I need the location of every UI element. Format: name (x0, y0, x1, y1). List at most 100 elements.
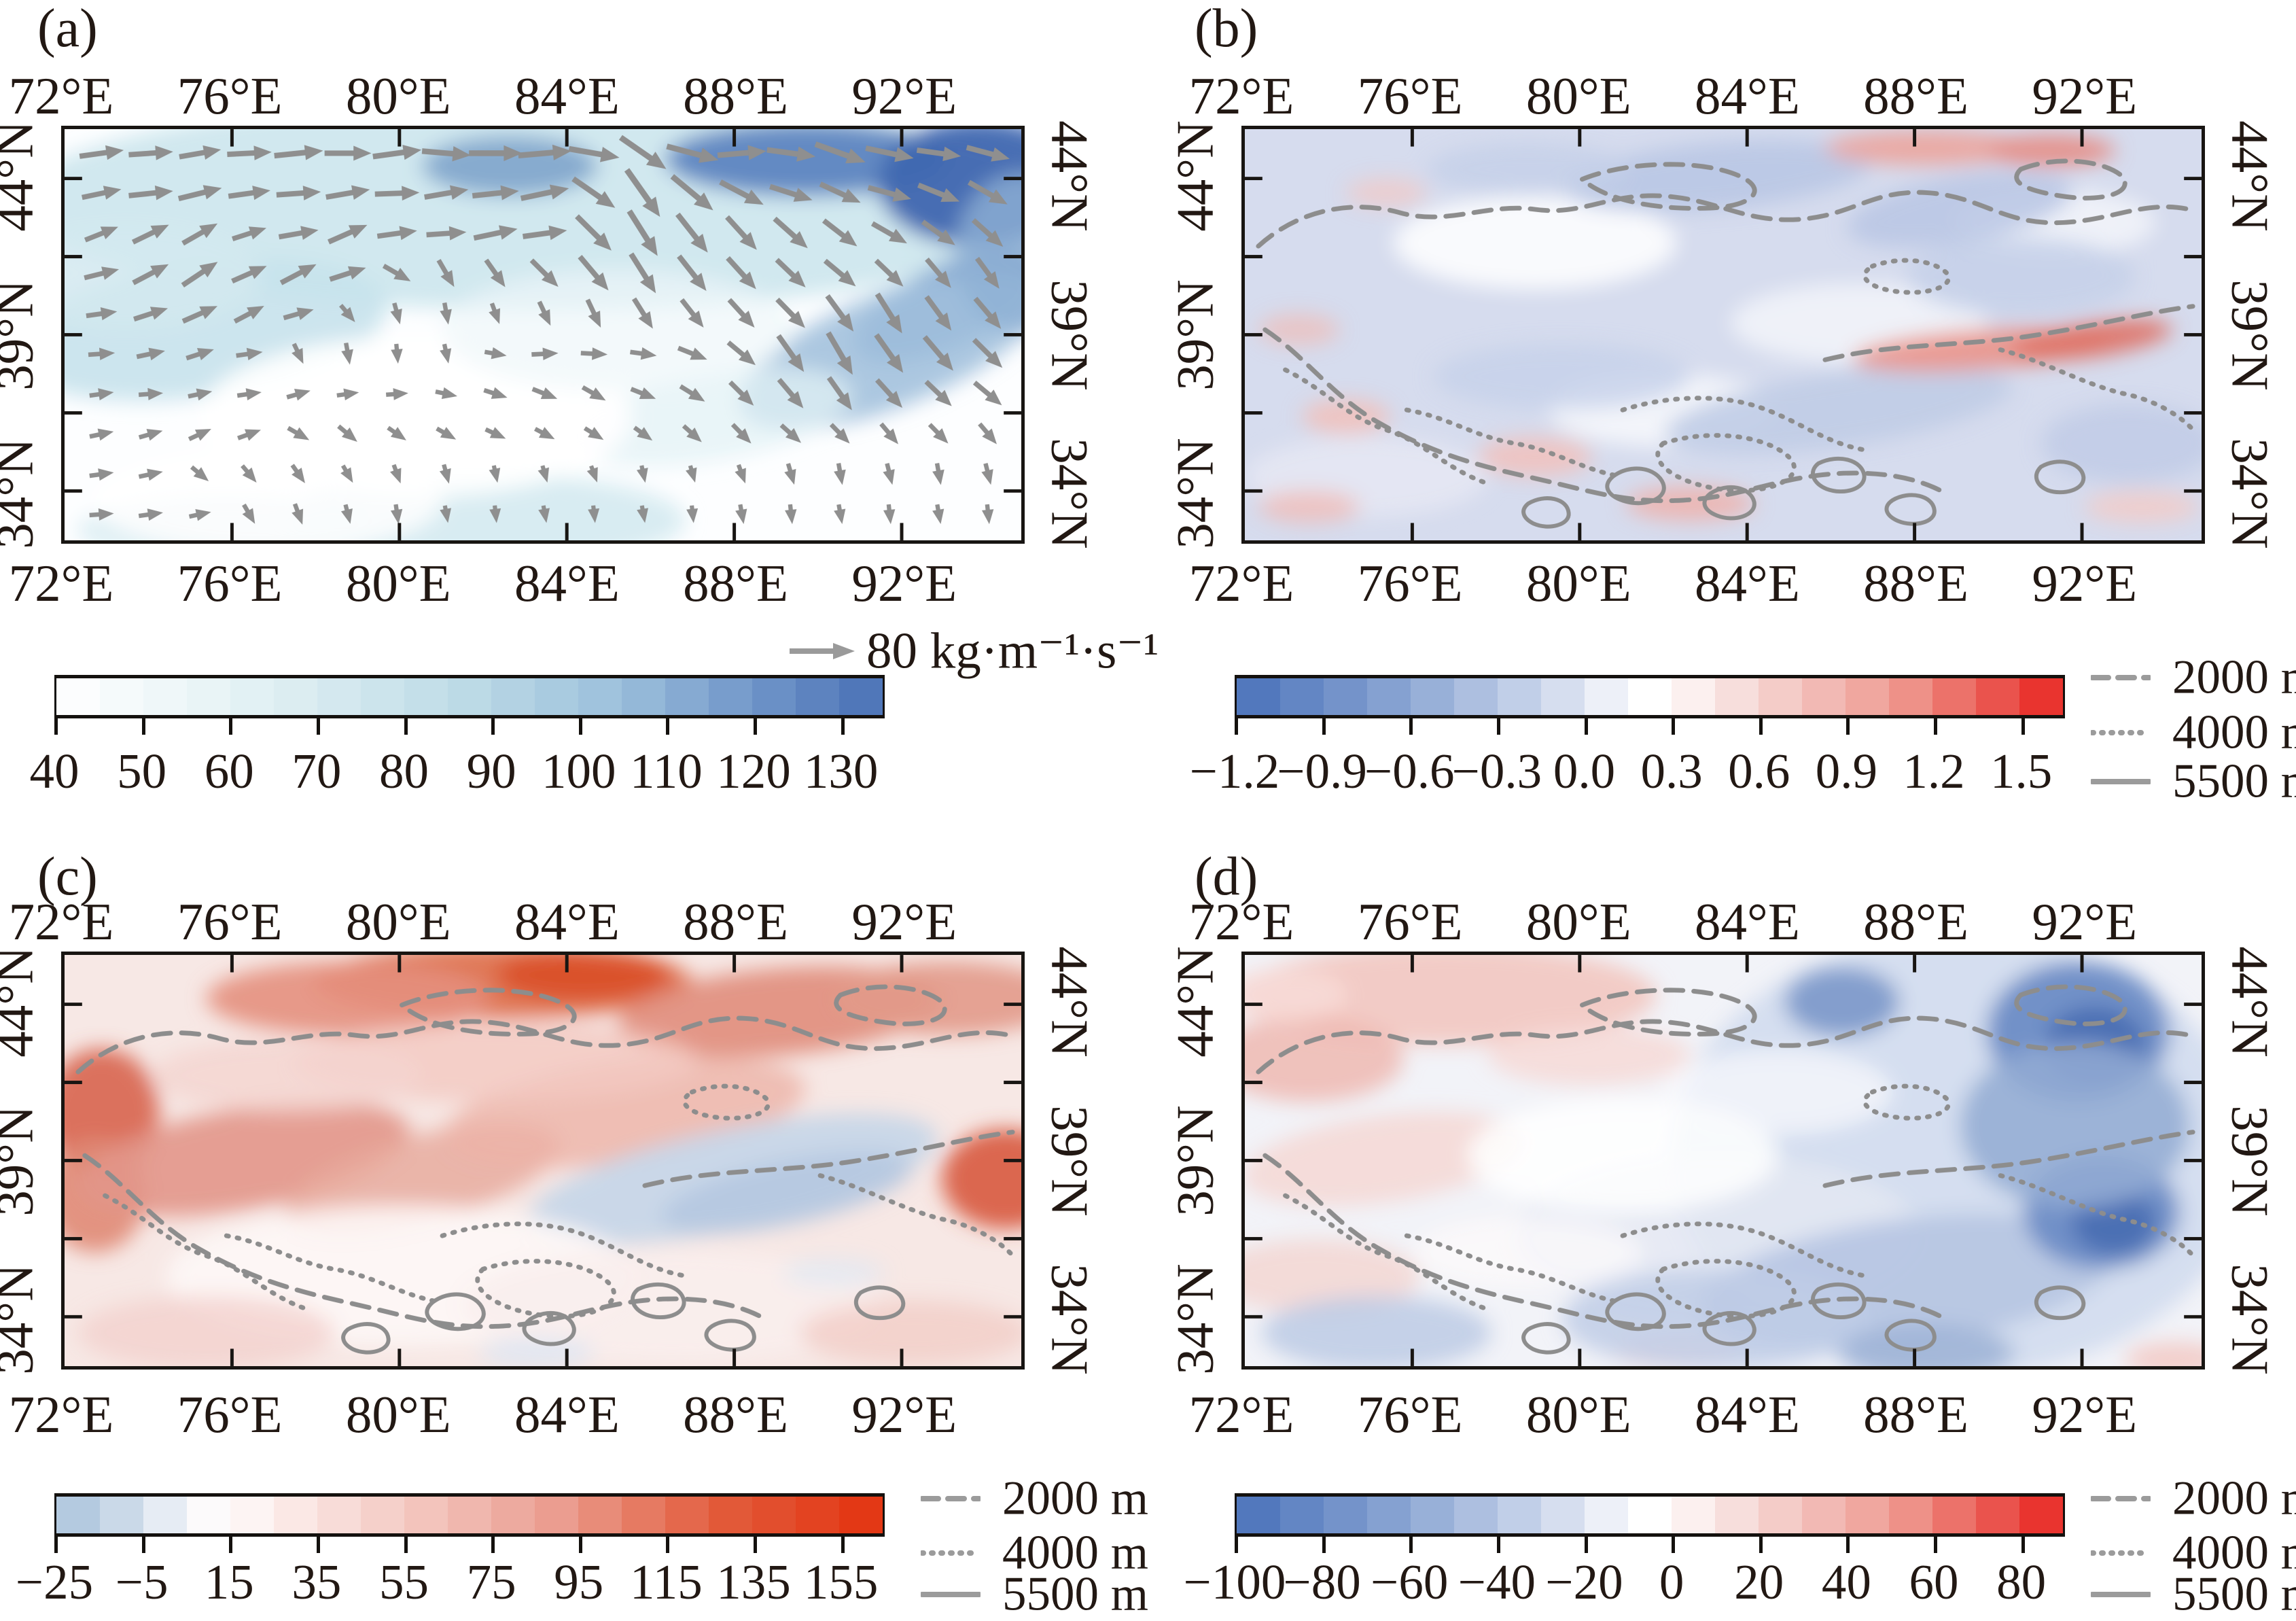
colorbar-segment (448, 678, 491, 715)
colorbar-tick-label: 80 (379, 744, 429, 799)
colorbar-tick-label: 135 (716, 1554, 791, 1609)
colorbar-segment (1976, 1497, 2019, 1533)
c2000-contour (2014, 984, 2127, 1026)
map-canvas-d (1245, 955, 2202, 1366)
lon-label-top-a: 80°E (345, 67, 451, 125)
colorbar-tick-label: 40 (1821, 1554, 1871, 1609)
lat-label-right-d: 34°N (2221, 1263, 2280, 1375)
c2000-contour (1256, 190, 2192, 249)
map-a (61, 126, 1025, 544)
colorbar-tickmark (1322, 1537, 1326, 1553)
lon-label-bottom-a: 88°E (683, 554, 789, 612)
contour-legend-label: 5500 m (2172, 754, 2296, 808)
colorbar-tick-label: 155 (803, 1554, 879, 1609)
c5500-contour (1521, 1322, 1571, 1355)
colorbar-segment (448, 1497, 491, 1533)
lon-label-top-d: 80°E (1525, 892, 1631, 951)
c5500-contour (2034, 459, 2086, 495)
colorbar-tickmark (1235, 1537, 1238, 1553)
colorbar-tickmark (54, 1537, 58, 1553)
c5500-contour (853, 1285, 906, 1321)
contour-legend-label: 4000 m (1002, 1526, 1148, 1580)
colorbar-tick-label: 0.6 (1728, 744, 1790, 799)
colorbar-tickmark (2021, 718, 2025, 735)
lat-label-right-c: 44°N (1040, 946, 1099, 1058)
dotted-line-icon (921, 1550, 981, 1556)
lon-label-top-a: 88°E (683, 67, 789, 125)
c2000-contour (1822, 1130, 2195, 1188)
lon-label-bottom-c: 92°E (851, 1385, 957, 1444)
colorbar-segment (1498, 678, 1541, 715)
colorbar-segment (1411, 678, 1454, 715)
lat-label-left-c: 44°N (0, 946, 44, 1058)
colorbar-segment (491, 1497, 535, 1533)
c2000-contour (642, 1130, 1015, 1188)
colorbar-segment (1454, 1497, 1498, 1533)
c2000-contour (1256, 1015, 2192, 1075)
terrain-contours-b (1256, 158, 2199, 529)
colorbar-segment (1889, 1497, 1932, 1533)
lon-label-top-b: 76°E (1357, 67, 1463, 125)
colorbar-segment (1759, 1497, 1802, 1533)
colorbar-tick-label: 90 (466, 744, 516, 799)
colorbar-tick-label: 50 (117, 744, 167, 799)
colorbar-tick-label: 130 (803, 744, 879, 799)
colorbar-segment (274, 1497, 317, 1533)
colorbar-segment (1715, 678, 1759, 715)
colorbar-segment (1324, 1497, 1367, 1533)
colorbar-segment (1367, 678, 1411, 715)
lon-label-top-a: 92°E (851, 67, 957, 125)
c5500-contour (1884, 1319, 1937, 1352)
lat-label-right-a: 39°N (1040, 279, 1099, 391)
lon-label-bottom-c: 80°E (345, 1385, 451, 1444)
contour-legend-label: 5500 m (2172, 1567, 2296, 1621)
colorbar-tick-label: −5 (115, 1554, 169, 1609)
c5500-contour (1521, 496, 1571, 529)
c5500-contour (704, 1319, 756, 1352)
colorbar-segment (100, 678, 143, 715)
c2000-contour (1822, 304, 2195, 362)
lon-label-bottom-a: 92°E (851, 554, 957, 612)
colorbar-segment (665, 678, 709, 715)
c2000-contour (397, 988, 577, 1036)
colorbar-tickmark (1496, 1537, 1500, 1553)
lon-label-top-a: 76°E (177, 67, 283, 125)
lat-label-left-a: 44°N (0, 120, 44, 232)
lon-label-bottom-b: 72°E (1188, 554, 1294, 612)
colorbar-segment (709, 1497, 752, 1533)
colorbar-segment (839, 1497, 883, 1533)
colorbar-segment (404, 678, 448, 715)
c5500-contour (1605, 466, 1666, 506)
lat-label-right-b: 34°N (2221, 438, 2280, 549)
colorbar-tickmark (141, 718, 145, 735)
colorbar-c (54, 1493, 885, 1537)
c5500-contour (1811, 456, 1867, 493)
c5500-contour (1702, 1310, 1756, 1346)
colorbar-tickmark (666, 1537, 670, 1553)
colorbar-segment (317, 1497, 361, 1533)
lat-label-right-c: 34°N (1040, 1263, 1099, 1375)
colorbar-tickmark (754, 1537, 758, 1553)
lon-label-top-b: 80°E (1525, 67, 1631, 125)
lon-label-top-d: 88°E (1863, 892, 1969, 951)
colorbar-tickmark (1496, 718, 1500, 735)
solid-line-icon (921, 1592, 981, 1597)
colorbar-segment (1759, 678, 1802, 715)
lon-label-bottom-a: 84°E (514, 554, 620, 612)
colorbar-segment (1498, 1497, 1541, 1533)
lon-label-top-b: 72°E (1188, 67, 1294, 125)
vector-legend-arrow-icon (790, 643, 855, 659)
colorbar-tick-label: 115 (630, 1554, 703, 1609)
colorbar-segment (1932, 678, 1976, 715)
lon-label-bottom-d: 84°E (1695, 1385, 1800, 1444)
colorbar-tickmark (491, 1537, 495, 1553)
colorbar-tickmark (1759, 1537, 1763, 1553)
lon-label-bottom-c: 76°E (177, 1385, 283, 1444)
lon-label-top-c: 72°E (8, 892, 114, 951)
contour-legend-label: 2000 m (1002, 1471, 1148, 1525)
lat-label-left-a: 39°N (0, 279, 44, 391)
colorbar-tickmark (1672, 718, 1676, 735)
colorbar-tickmark (1759, 718, 1763, 735)
colorbar-segment (1889, 678, 1932, 715)
colorbar-segment (1541, 1497, 1585, 1533)
